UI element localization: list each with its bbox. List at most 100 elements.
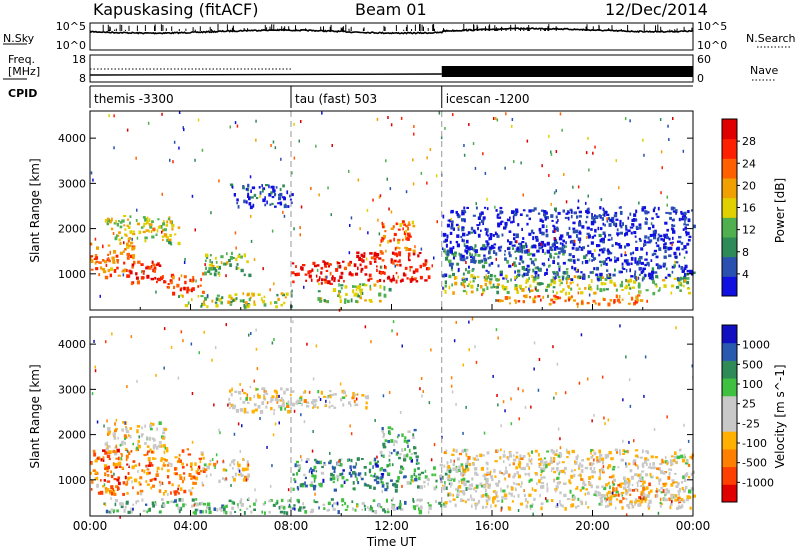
freq-right-tick-top: 60 (697, 53, 711, 66)
colorbar-tick-label: 16 (742, 202, 756, 215)
cpid-segment-label: themis -3300 (94, 92, 174, 106)
colorbar-band (722, 413, 737, 432)
power-echo-region (204, 251, 252, 278)
freq-label-line2: [MHz] (8, 65, 41, 78)
power-echo-region (128, 260, 167, 286)
colorbar-band (722, 158, 737, 179)
x-tick-label: 00:00 (676, 519, 711, 533)
colorbar-frame (721, 324, 738, 503)
x-tick-label: 08:00 (274, 519, 309, 533)
y-axis-label: Slant Range [km] (28, 364, 42, 468)
power-echo-region (567, 251, 696, 282)
colorbar-band (722, 466, 737, 485)
y-tick-label: 3000 (58, 383, 86, 396)
freq-trace (89, 73, 442, 76)
colorbar-label: Power [dB] (773, 178, 787, 243)
colorbar-band (722, 342, 737, 361)
colorbar-band (722, 276, 737, 297)
colorbar-tick-label: 4 (742, 268, 749, 281)
colorbar-band (722, 360, 737, 379)
x-tick-label: 00:00 (73, 519, 108, 533)
velocity-echo-region (443, 448, 695, 489)
station-title: Kapuskasing (fitACF) (93, 0, 259, 19)
cpid-segment-label: tau (fast) 503 (295, 92, 377, 106)
y-axis-label: Slant Range [km] (28, 158, 42, 262)
y-tick-label: 4000 (58, 338, 86, 351)
freq-left-tick-bottom: 8 (79, 72, 86, 85)
colorbar-tick-label: 24 (742, 157, 756, 170)
power-echo-region (178, 292, 293, 310)
colorbar-band (722, 325, 737, 344)
freq-trace-dense (441, 66, 693, 77)
colorbar-tick-label: 25 (742, 398, 756, 411)
freq-left-tick-top: 18 (72, 53, 86, 66)
velocity-echo-region (90, 448, 206, 496)
colorbar-band (722, 484, 737, 503)
velocity-echo-region (292, 457, 419, 493)
freq-label-line1: Freq. (8, 53, 36, 66)
nsky-spikes (102, 24, 693, 31)
nsky-trace (89, 26, 694, 35)
colorbar-tick-label: 12 (742, 224, 756, 237)
colorbar-tick-label: -100 (742, 437, 767, 450)
colorbar-tick-label: 20 (742, 179, 756, 192)
noise-panel-frame (89, 22, 694, 51)
nsearch-label: N.Search (746, 32, 796, 45)
velocity-echo-region (103, 497, 443, 516)
power-echo-region (317, 282, 392, 304)
colorbar-label: Velocity [m s^-1] (773, 364, 787, 468)
power-echo-region (291, 260, 357, 285)
y-tick-label: 1000 (58, 474, 86, 487)
colorbar-tick-label: 8 (742, 246, 749, 259)
colorbar-tick-label: 28 (742, 135, 756, 148)
colorbar-tick-label: -1000 (742, 476, 774, 489)
x-tick-label: 20:00 (575, 519, 610, 533)
power-echo-region (496, 294, 644, 307)
power-scatter (90, 111, 685, 312)
colorbar-band (722, 119, 737, 140)
colorbar-band (722, 178, 737, 199)
power-echo-region (379, 220, 416, 253)
power-echo-region (104, 215, 181, 246)
noise-left-tick-bottom: 10^0 (56, 39, 86, 52)
colorbar-band (722, 378, 737, 397)
nave-label: Nave (750, 64, 779, 77)
nsky-label: N.Sky (3, 32, 35, 45)
y-tick-label: 4000 (58, 132, 86, 145)
y-tick-label: 2000 (58, 223, 86, 236)
colorbar-band (722, 197, 737, 218)
velocity-panel-bg (90, 317, 693, 516)
velocity-echo-region (379, 426, 419, 460)
colorbar-band (722, 217, 737, 238)
y-tick-label: 2000 (58, 429, 86, 442)
noise-right-tick-bottom: 10^0 (697, 39, 727, 52)
colorbar-band (722, 138, 737, 159)
velocity-echo-region (291, 389, 370, 410)
colorbar-tick-label: -25 (742, 417, 760, 430)
power-echo-region (166, 272, 205, 296)
freq-label: Freq. [MHz] (8, 54, 40, 78)
colorbar-tick-label: 1000 (742, 339, 770, 352)
velocity-echo-region (228, 385, 294, 414)
colorbar-band (722, 237, 737, 258)
colorbar-band (722, 448, 737, 468)
beam-label: Beam 01 (355, 0, 427, 19)
date-label: 12/Dec/2014 (605, 0, 708, 19)
power-echo-region (442, 206, 696, 255)
cpid-segment-label: icescan -1200 (446, 92, 530, 106)
colorbar-band (722, 431, 737, 450)
noise-left-tick-top: 10^5 (56, 20, 86, 33)
colorbar-tick-label: 100 (742, 378, 763, 391)
x-axis-label: Time UT (366, 535, 417, 549)
colorbar-band (722, 256, 737, 277)
freq-right-tick-bottom: 0 (697, 72, 704, 85)
power-echo-region (355, 251, 431, 284)
power-echo-region (90, 242, 136, 280)
power-echo-region (229, 183, 294, 210)
velocity-scatter (91, 317, 694, 519)
y-tick-label: 3000 (58, 177, 86, 190)
y-tick-label: 1000 (58, 268, 86, 281)
x-tick-label: 04:00 (173, 519, 208, 533)
colorbar-tick-label: 500 (742, 358, 763, 371)
